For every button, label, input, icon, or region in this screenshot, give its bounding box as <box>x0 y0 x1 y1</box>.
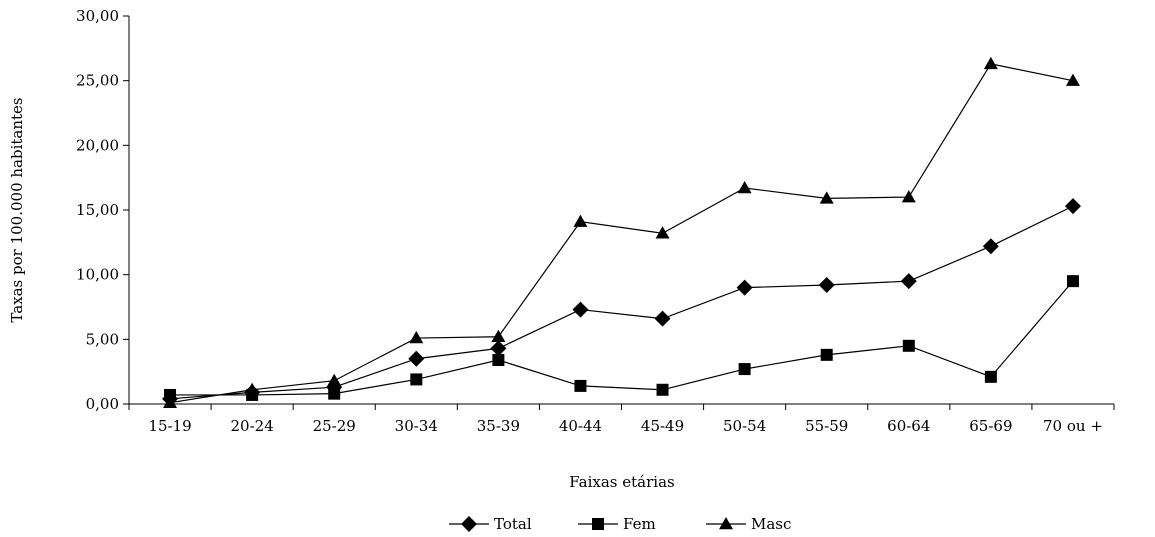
y-tick-label: 5,00 <box>86 330 119 348</box>
data-point-fem <box>328 387 341 400</box>
series-masc <box>163 56 1080 408</box>
y-tick-label: 0,00 <box>86 395 119 413</box>
data-point-fem <box>738 363 751 376</box>
series-total <box>162 198 1081 407</box>
data-point-masc <box>163 395 178 408</box>
y-tick-label: 15,00 <box>76 201 119 219</box>
y-tick-label: 20,00 <box>76 136 119 154</box>
data-point-masc <box>1065 73 1080 86</box>
data-point-fem <box>574 379 587 392</box>
x-axis-ticks: 15-19 20-24 25-29 30-34 35-39 40-44 45-49 50-54… <box>128 404 1115 435</box>
legend-item-fem: Fem <box>578 515 656 533</box>
legend-item-total: Total <box>449 515 532 533</box>
data-point-fem <box>820 348 833 361</box>
data-point-fem <box>984 370 997 383</box>
legend-marker-masc <box>719 517 733 530</box>
data-point-total <box>490 340 507 357</box>
data-point-masc <box>491 329 506 342</box>
y-tick-label: 25,00 <box>76 72 119 90</box>
data-point-masc <box>983 56 998 70</box>
x-axis-title: Faixas etárias <box>569 473 674 491</box>
series-line-fem <box>170 280 1074 396</box>
legend-label-masc: Masc <box>751 515 791 533</box>
data-point-fem <box>656 383 669 396</box>
legend: Total Fem Masc <box>449 515 791 533</box>
x-tick-label: 55-59 <box>805 417 848 435</box>
data-point-fem <box>902 339 915 352</box>
data-point-masc <box>655 226 670 239</box>
x-tick-label: 25-29 <box>313 417 356 435</box>
data-point-masc <box>327 373 342 386</box>
data-point-total <box>654 310 671 327</box>
y-tick-label: 30,00 <box>76 7 119 25</box>
data-point-total <box>408 350 425 367</box>
series-line-total <box>169 205 1074 400</box>
x-tick-label: 35-39 <box>477 417 520 435</box>
y-axis-title: Taxas por 100.000 habitantes <box>8 97 26 322</box>
x-tick-label: 70 ou + <box>1043 417 1103 435</box>
x-tick-label: 40-44 <box>559 417 602 435</box>
data-point-fem <box>164 388 177 401</box>
x-tick-label: 30-34 <box>395 417 438 435</box>
data-point-masc <box>245 382 260 396</box>
y-axis-ticks: 0,00 5,00 10,00 15,00 20,00 25,00 30,00 <box>76 7 129 413</box>
data-point-masc <box>409 331 424 344</box>
legend-marker-fem <box>592 518 604 530</box>
data-point-total <box>818 277 835 294</box>
legend-label-total: Total <box>494 515 532 533</box>
data-point-total <box>572 301 589 318</box>
x-tick-label: 50-54 <box>723 417 766 435</box>
x-tick-label: 60-64 <box>887 417 930 435</box>
series-layer <box>162 56 1081 408</box>
data-point-fem <box>1066 275 1079 288</box>
series-line-masc <box>169 63 1074 404</box>
axes <box>128 16 1114 405</box>
data-point-fem <box>492 354 505 367</box>
data-point-masc <box>819 191 834 204</box>
data-point-masc <box>901 190 916 203</box>
x-tick-label: 20-24 <box>231 417 274 435</box>
legend-marker-total <box>461 516 477 532</box>
data-point-fem <box>410 373 423 386</box>
x-tick-label: 65-69 <box>969 417 1012 435</box>
data-point-total <box>900 273 917 290</box>
data-point-total <box>982 238 999 255</box>
x-tick-label: 45-49 <box>641 417 684 435</box>
data-point-total <box>1064 198 1081 215</box>
data-point-masc <box>737 181 752 194</box>
data-point-total <box>736 279 753 296</box>
legend-label-fem: Fem <box>623 515 656 533</box>
y-tick-label: 10,00 <box>76 266 119 284</box>
x-tick-label: 15-19 <box>148 417 191 435</box>
legend-item-masc: Masc <box>706 515 791 533</box>
series-fem <box>164 275 1079 401</box>
data-point-masc <box>573 214 588 227</box>
